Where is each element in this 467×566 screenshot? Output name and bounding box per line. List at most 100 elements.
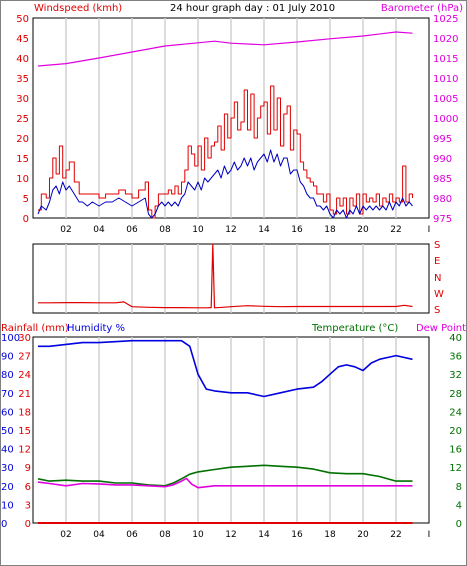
barometer-tick-label: 975 (433, 214, 452, 225)
temperature-tick-label: 28 (449, 389, 462, 400)
temperature-tick-label: 0 (456, 519, 462, 530)
humidity-tick-label: 80 (1, 370, 14, 381)
temperature-tick-label: 16 (449, 445, 462, 456)
windspeed-tick-label: 35 (16, 74, 29, 85)
humidity-tick-label: 10 (1, 500, 14, 511)
barometer-tick-label: 1010 (433, 74, 458, 85)
windspeed-axis-label: Windspeed (kmh) (34, 3, 122, 14)
windspeed-tick-label: 10 (16, 174, 29, 185)
barometer-tick-label: 995 (433, 134, 452, 145)
windspeed-tick-label: 25 (16, 114, 29, 125)
temp-x-tick-label: 12 (225, 530, 236, 540)
humidity-tick-label: 50 (1, 426, 14, 437)
rainfall-axis-label: Rainfall (mm) (1, 323, 69, 334)
barometer-tick-label: 1025 (433, 14, 458, 25)
humidity-tick-label: 20 (1, 482, 14, 493)
temp-x-tick-label: 16 (291, 530, 303, 540)
temperature-tick-label: 12 (449, 463, 462, 474)
wind-x-tick-label: 08 (159, 225, 171, 235)
rainfall-tick-label: 9 (25, 463, 31, 474)
wind-x-tick-label: 10 (192, 225, 204, 235)
windspeed-average-line (37, 149, 413, 219)
chart-title: 24 hour graph day : 01 July 2010 (170, 3, 335, 14)
temperature-line (37, 464, 413, 487)
temp-x-tick-label: 06 (126, 530, 138, 540)
humidity-tick-label: 90 (1, 352, 14, 363)
temp-x-tick-label: 04 (93, 530, 105, 540)
barometer-tick-label: 990 (433, 154, 452, 165)
wind-direction-line (38, 243, 413, 309)
wind-x-tick-label: 06 (126, 225, 138, 235)
rainfall-tick-label: 30 (18, 333, 31, 344)
windspeed-tick-label: 0 (23, 214, 29, 225)
temperature-tick-label: 20 (449, 426, 462, 437)
humidity-tick-label: 70 (1, 389, 14, 400)
temp-x-tick-label: 18 (324, 530, 336, 540)
windspeed-tick-label: 50 (16, 14, 29, 25)
windspeed-line (38, 85, 413, 219)
humidity-tick-label: 60 (1, 407, 14, 418)
rainfall-tick-label: 12 (18, 445, 31, 456)
wind-x-tick-label: 20 (357, 225, 369, 235)
barometer-tick-label: 1020 (433, 34, 458, 45)
temp-x-tick-label: 02 (60, 530, 71, 540)
direction-tick-label: S (434, 240, 440, 251)
windspeed-tick-label: 15 (16, 154, 29, 165)
rainfall-tick-label: 21 (18, 389, 31, 400)
barometer-tick-label: 1015 (433, 54, 458, 65)
rainfall-tick-label: 24 (18, 370, 31, 381)
wind-x-tick-label: I (428, 225, 431, 235)
barometer-line (37, 31, 413, 67)
wind-x-tick-label: 04 (93, 225, 105, 235)
temp-x-tick-label: 14 (258, 530, 270, 540)
temperature-axis-label: Temperature (°C) (311, 323, 398, 334)
temperature-tick-label: 8 (456, 482, 462, 493)
rainfall-tick-label: 6 (25, 482, 31, 493)
direction-tick-label: S (434, 305, 440, 316)
temperature-tick-label: 24 (449, 407, 462, 418)
windspeed-tick-label: 40 (16, 54, 29, 65)
windspeed-tick-label: 45 (16, 34, 29, 45)
rainfall-tick-label: 27 (18, 352, 31, 363)
windspeed-tick-label: 20 (16, 134, 29, 145)
barometer-tick-label: 980 (433, 194, 452, 205)
barometer-tick-label: 1005 (433, 94, 458, 105)
humidity-tick-label: 100 (1, 333, 20, 344)
temp-x-tick-label: 20 (357, 530, 369, 540)
wind-x-tick-label: 12 (225, 225, 236, 235)
wind-x-tick-label: 22 (390, 225, 401, 235)
rainfall-tick-label: 15 (18, 426, 31, 437)
wind-barometer-panel: 0510152025303540455097598098599099510001… (16, 14, 458, 235)
temperature-tick-label: 40 (449, 333, 462, 344)
dewpoint-axis-label: Dew Point (416, 323, 466, 334)
rainfall-tick-label: 3 (25, 500, 31, 511)
wind-x-tick-label: 14 (258, 225, 270, 235)
direction-tick-label: N (434, 273, 441, 284)
temperature-tick-label: 32 (449, 370, 462, 381)
rainfall-tick-label: 0 (25, 519, 31, 530)
barometer-tick-label: 1000 (433, 114, 458, 125)
wind-x-tick-label: 02 (60, 225, 71, 235)
humidity-tick-label: 0 (1, 519, 7, 530)
temp-x-tick-label: 10 (192, 530, 204, 540)
temperature-tick-label: 36 (449, 352, 462, 363)
wind-x-tick-label: 16 (291, 225, 303, 235)
temp-x-tick-label: 22 (390, 530, 401, 540)
temp-x-tick-label: I (428, 530, 431, 540)
humidity-axis-label: Humidity % (67, 323, 125, 334)
barometer-axis-label: Barometer (hPa) (381, 3, 463, 14)
temp-x-tick-label: 08 (159, 530, 171, 540)
direction-tick-label: E (434, 256, 440, 267)
humidity-tick-label: 40 (1, 445, 14, 456)
rainfall-tick-label: 18 (18, 407, 31, 418)
windspeed-tick-label: 5 (23, 194, 29, 205)
humidity-tick-label: 30 (1, 463, 14, 474)
humidity-line (38, 339, 413, 398)
windspeed-tick-label: 30 (16, 94, 29, 105)
dewpoint-line (37, 477, 413, 489)
barometer-tick-label: 985 (433, 174, 452, 185)
